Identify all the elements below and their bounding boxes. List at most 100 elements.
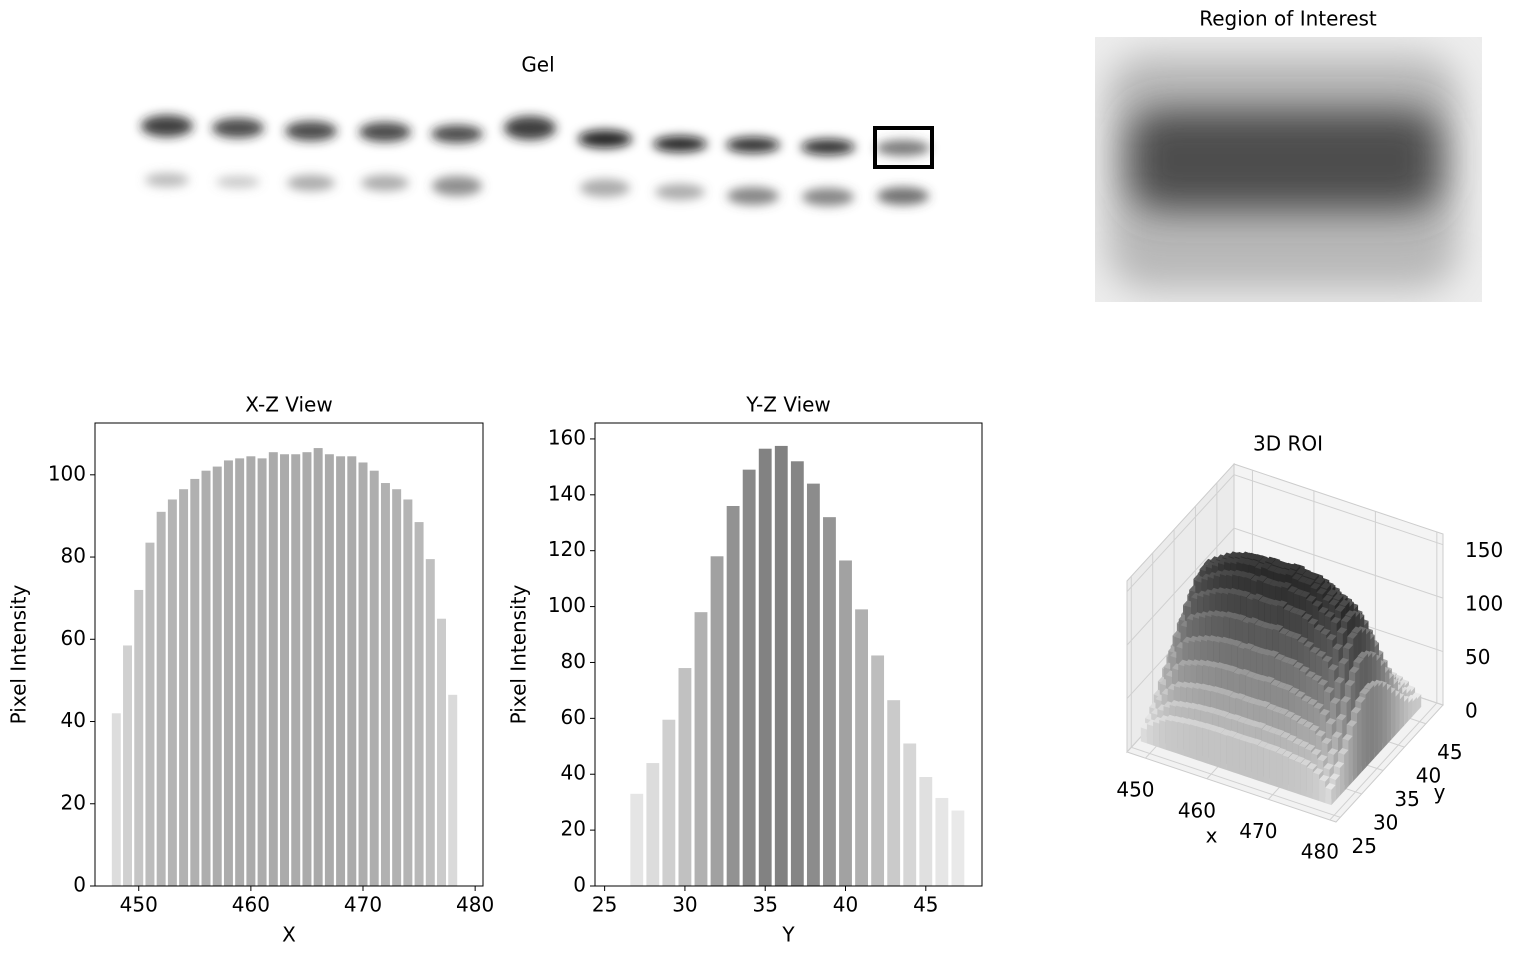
bar (324, 454, 334, 886)
surface-top (1330, 616, 1341, 624)
surface-top (1243, 718, 1254, 726)
bar (774, 445, 788, 886)
surface-top (1182, 636, 1193, 644)
surface-top (1321, 655, 1333, 663)
y-tick-label: 160 (548, 425, 586, 449)
bar (268, 452, 278, 886)
chart-title: X-Z View (245, 393, 332, 417)
surface-top (1209, 587, 1220, 595)
surface-top (1247, 697, 1259, 705)
surface-top (1283, 604, 1294, 612)
bar (646, 763, 660, 886)
surface-top (1288, 687, 1300, 695)
y-tick-label: 80 (561, 649, 586, 673)
surface-top (1259, 556, 1270, 564)
surface-top (1320, 582, 1332, 589)
surface-side (1226, 735, 1233, 773)
surface-top (1169, 700, 1181, 707)
y-tick-label: 0 (73, 873, 86, 897)
surface-side (1245, 741, 1252, 779)
surface-top (1245, 736, 1256, 744)
surface-top (1223, 611, 1235, 619)
bar (414, 522, 424, 886)
surface-side (1306, 767, 1313, 799)
surface-top (1248, 617, 1259, 624)
surface-top (1267, 727, 1279, 734)
surface-top (1230, 557, 1241, 565)
bar (313, 448, 323, 886)
surface-top (1212, 708, 1224, 716)
bar (403, 499, 413, 886)
roi-image (1095, 37, 1482, 302)
surface-top (1165, 714, 1176, 722)
surface-top (1258, 675, 1269, 682)
surface-top (1285, 569, 1297, 576)
surface-side (1146, 724, 1154, 746)
surface-top (1333, 761, 1345, 769)
surface-top (1235, 693, 1246, 700)
surface-top (1206, 706, 1217, 714)
bar (123, 645, 133, 886)
surface-top (1306, 762, 1318, 770)
gel-title: Gel (521, 53, 554, 77)
surface-top (1278, 708, 1289, 715)
surface-top (1198, 683, 1209, 691)
surface-top (1313, 624, 1325, 631)
surface-side (1339, 763, 1345, 796)
bar (257, 458, 267, 886)
surface-side (1177, 721, 1184, 756)
surface-top (1210, 686, 1222, 693)
grid-line (1329, 702, 1438, 821)
surface-top (1227, 587, 1239, 595)
surface-top (1336, 627, 1348, 634)
surface-top (1220, 728, 1232, 736)
surface-top (1339, 599, 1350, 607)
surface-top (1274, 729, 1285, 736)
z-tick-label: 0 (1465, 699, 1478, 723)
surface-top (1314, 577, 1325, 584)
surface-top (1292, 738, 1304, 745)
chart-title: Y-Z View (745, 393, 831, 417)
surface-top (1279, 568, 1290, 576)
surface-side (1251, 743, 1258, 781)
bar (935, 797, 949, 886)
bar (212, 466, 222, 886)
chart-title: 3D ROI (1253, 432, 1323, 456)
surface-top (1226, 730, 1238, 738)
surface-top (1208, 661, 1220, 669)
x-tick-label: 450 (1116, 778, 1154, 802)
surface-top (1246, 552, 1258, 560)
y-tick-label: 30 (1373, 810, 1398, 834)
y-axis-label: Pixel Intensity (507, 585, 531, 725)
surface-top (1312, 600, 1323, 607)
surface-top (1252, 593, 1263, 601)
surface-top (1202, 660, 1214, 667)
surface-top (1310, 582, 1321, 590)
surface-top (1307, 698, 1318, 706)
bar (919, 777, 933, 886)
surface-top (1253, 699, 1265, 707)
surface-side (1208, 729, 1215, 767)
surface-top (1218, 710, 1230, 718)
surface-top (1305, 595, 1317, 602)
surface-top (1332, 643, 1343, 651)
surface-side (1189, 724, 1197, 760)
surface-top (1329, 773, 1340, 780)
surface-side (1276, 752, 1283, 789)
roi-title: Region of Interest (1199, 7, 1377, 31)
surface-top (1211, 610, 1222, 617)
surface-top (1357, 651, 1368, 659)
surface-top (1311, 674, 1322, 682)
surface-top (1312, 767, 1324, 775)
surface-top (1262, 577, 1274, 585)
surface-side (1357, 708, 1362, 778)
bar (726, 505, 740, 886)
surface-top (1250, 575, 1262, 582)
surface-top (1215, 587, 1227, 594)
surface-top (1277, 561, 1289, 569)
surface-top (1353, 656, 1364, 664)
surface-top (1262, 649, 1273, 656)
surface-side (1378, 681, 1383, 754)
surface-top (1175, 700, 1187, 708)
